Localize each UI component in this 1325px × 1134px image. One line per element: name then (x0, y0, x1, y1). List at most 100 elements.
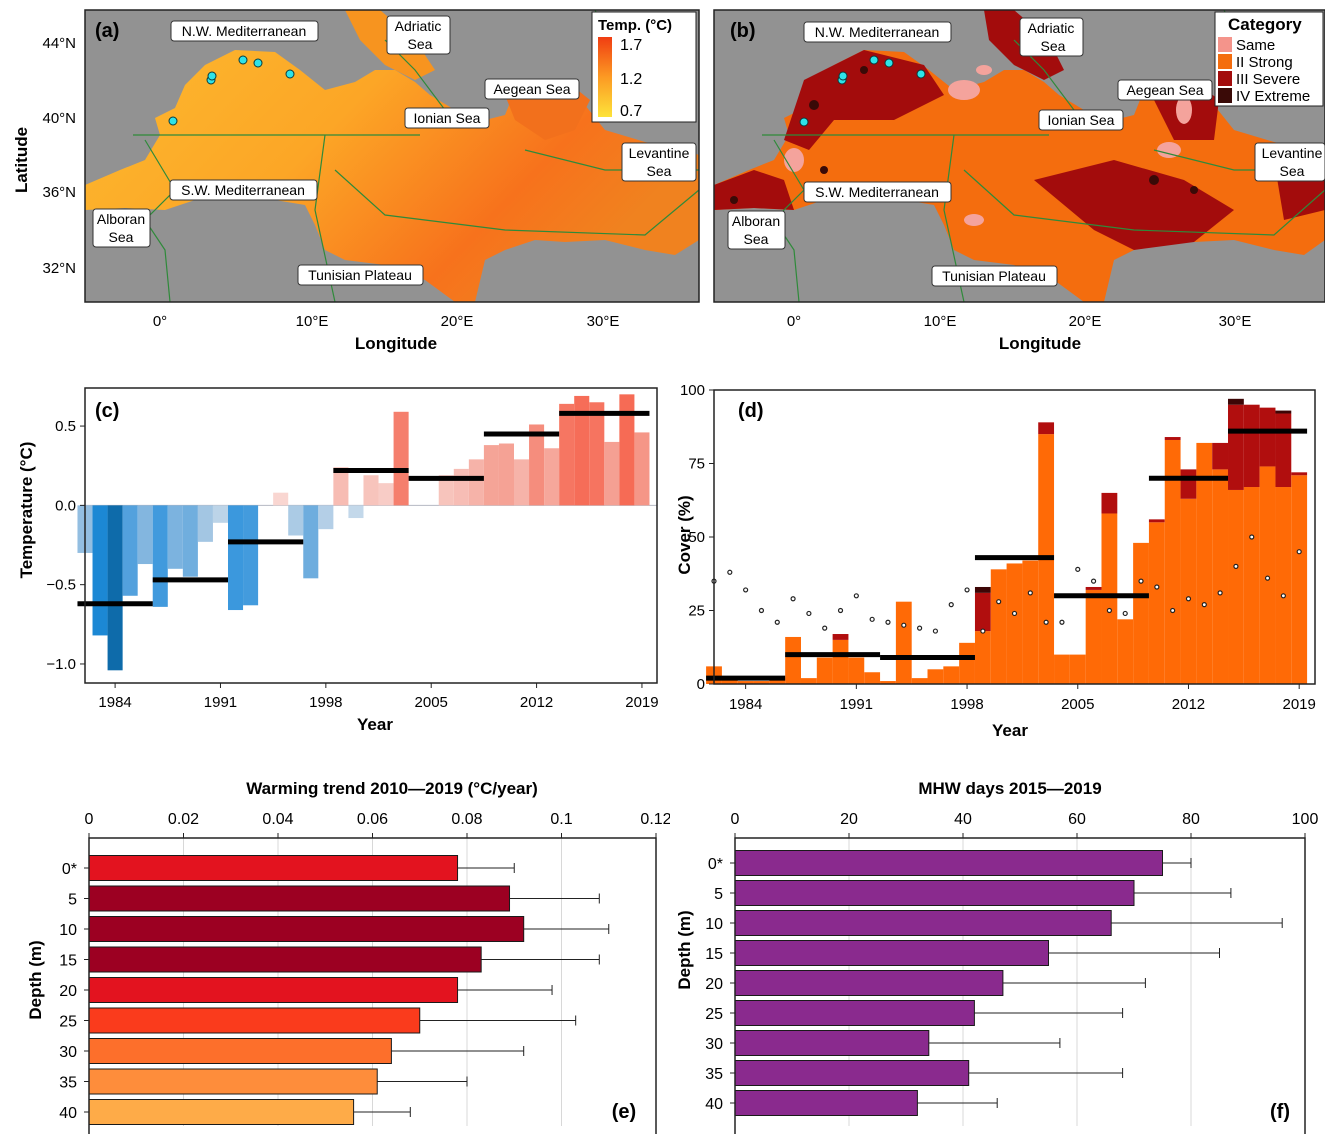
bar-25 (88, 1007, 421, 1034)
dot-2018 (1280, 593, 1286, 599)
region-label-nw: N.W. Mediterranean (803, 21, 952, 43)
dot-2010 (1154, 584, 1160, 590)
bar-2000 (348, 505, 364, 519)
svg-text:30°E: 30°E (587, 313, 620, 330)
map-b-legend: Category Same II Strong III Severe IV Ex… (1214, 11, 1324, 107)
bar-2000-s0 (990, 569, 1007, 684)
dot-1984 (743, 587, 749, 593)
bar-2015 (574, 395, 590, 506)
dot-2006 (1090, 578, 1097, 584)
region-label-tunisian: Tunisian Plateau (297, 264, 424, 286)
bar-2016-s0 (1243, 487, 1260, 684)
svg-text:Sea: Sea (109, 229, 134, 245)
xtick-label: 1998 (309, 694, 342, 711)
dot-2019 (1296, 549, 1302, 555)
chart-f: MHW days 2015—2019 (f) Depth (m) 0* 5 10 15… (675, 779, 1319, 1134)
bar-2017-s0 (1259, 466, 1276, 684)
site-markers (168, 55, 295, 126)
map-a-legend: Temp. (°C) 1.7 1.2 0.7 (591, 11, 697, 123)
svg-text:30°E: 30°E (1219, 313, 1252, 330)
bar-40 (734, 1090, 918, 1116)
ytick-label: 0.5 (55, 418, 76, 435)
xtick-label: 60 (1068, 811, 1086, 828)
dot-2007 (1106, 607, 1112, 614)
svg-text:Category: Category (1228, 15, 1302, 34)
dot-2011 (1170, 607, 1176, 614)
xtick-label: 1998 (950, 696, 983, 713)
bar-2014 (559, 403, 575, 506)
bar-1997-s0 (943, 666, 960, 684)
ytick-label: 40 (59, 1105, 77, 1122)
chart-c: (c) Year Temperature (°C) 0.5 0.0 −0.5 −1.0… (17, 387, 659, 734)
plot-frame (84, 387, 658, 684)
bar-1999-s0 (974, 631, 991, 684)
map-a-ylabel: Latitude (12, 127, 31, 193)
svg-text:Tunisian Plateau: Tunisian Plateau (942, 268, 1046, 284)
svg-text:II Strong: II Strong (1236, 54, 1293, 71)
svg-text:Sea: Sea (1280, 163, 1305, 179)
svg-text:20°E: 20°E (441, 313, 474, 330)
legend-item-same: Same (1218, 37, 1275, 54)
dot-2016 (1249, 534, 1255, 540)
dot-2002 (1027, 590, 1033, 596)
bar-2011 (514, 459, 530, 506)
dot-2013 (1201, 602, 1207, 608)
chart-c-xlabel: Year (357, 715, 393, 734)
bar-5 (88, 885, 511, 912)
xtick-label: 0.04 (262, 811, 293, 828)
bar-2002 (378, 483, 394, 506)
bar-1986-s0 (769, 678, 786, 684)
bar-20 (734, 970, 1004, 996)
bar-2012-s0 (1180, 498, 1197, 684)
ytick-label: 0 (697, 676, 705, 693)
svg-text:Adriatic: Adriatic (1028, 20, 1075, 36)
ytick-label: 10 (59, 922, 77, 939)
dot-2003 (1043, 619, 1049, 625)
bar-30 (88, 1038, 392, 1064)
bar-2019-s0 (1291, 475, 1308, 684)
ytick-label: 30 (705, 1036, 723, 1053)
dot-1988 (806, 610, 812, 617)
bar-2018 (619, 394, 635, 506)
bar-35 (88, 1068, 378, 1095)
dot-1992 (869, 616, 875, 622)
plot-frame (734, 837, 1306, 1134)
ytick-label: 15 (705, 946, 723, 963)
bar-2011-s1 (1164, 437, 1181, 440)
bar-2006-s1 (1085, 586, 1102, 590)
map-a-panel: (a) N.W. Mediterranean Adriatic Sea Aegea… (12, 9, 700, 353)
xtick-label: 2005 (1061, 696, 1094, 713)
svg-text:0°: 0° (153, 313, 167, 330)
bar-1983 (92, 505, 108, 636)
svg-text:Levantine: Levantine (629, 145, 690, 161)
xtick-label: 0.06 (357, 811, 388, 828)
dot-2009 (1138, 578, 1144, 584)
svg-text:N.W. Mediterranean: N.W. Mediterranean (815, 24, 940, 40)
ytick-label: 25 (705, 1006, 723, 1023)
bar-15 (734, 940, 1049, 966)
bar-2013 (544, 448, 560, 506)
svg-text:Same: Same (1236, 37, 1275, 54)
svg-text:S.W. Mediterranean: S.W. Mediterranean (815, 184, 939, 200)
bar-2015-s0 (1228, 489, 1244, 684)
dot-1983 (727, 569, 733, 575)
xtick-label: 2019 (625, 694, 658, 711)
bar-1994-s0 (895, 601, 912, 684)
region-label-adriatic: Adriatic Sea (386, 15, 451, 55)
ytick-label: 20 (705, 976, 723, 993)
panel-tag-c: (c) (95, 400, 119, 422)
xtick-label: 100 (1292, 811, 1319, 828)
ytick-label: 15 (59, 953, 77, 970)
map-b-xticks: 0° 10°E 20°E 30°E (787, 313, 1252, 330)
bar-2008-s0 (1117, 619, 1134, 684)
bar-1985-s0 (753, 681, 770, 684)
ytick-label: 20 (59, 983, 77, 1000)
svg-text:0.7: 0.7 (620, 103, 642, 120)
bar-2006-s0 (1085, 589, 1102, 684)
bar-2001-s0 (1006, 563, 1023, 684)
ytick-label: 75 (688, 456, 705, 473)
bar-2009-s0 (1133, 542, 1149, 684)
bar-2011-s0 (1164, 439, 1181, 684)
bar-1997 (303, 505, 319, 579)
chart-d: (d) Year Cover (%) 0 25 50 75 100 1984 1991 199… (675, 382, 1316, 740)
